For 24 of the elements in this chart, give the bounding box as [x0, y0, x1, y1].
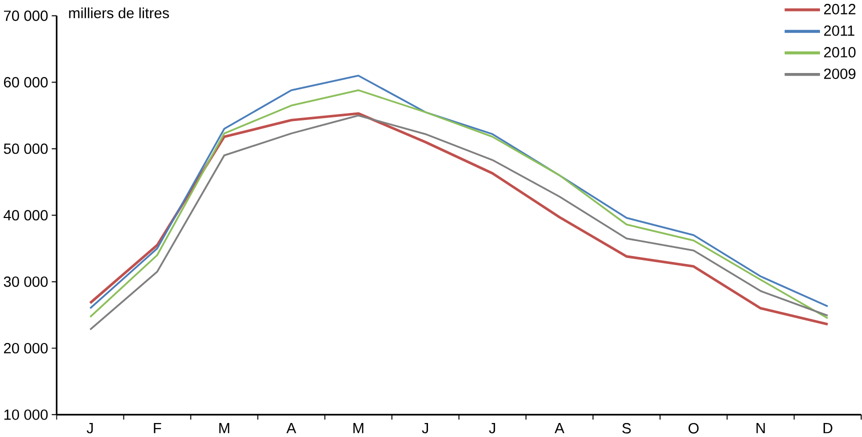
y-axis-title: milliers de litres — [69, 8, 169, 18]
y-tick-label: 10 000 — [4, 410, 48, 420]
legend-label: 2010 — [824, 47, 856, 58]
y-tick-label: 30 000 — [4, 276, 48, 288]
x-tick-label: A — [554, 423, 564, 434]
y-tick-label: 20 000 — [4, 343, 48, 354]
x-tick-label: D — [824, 423, 832, 434]
y-tick-label: 60 000 — [4, 77, 48, 88]
x-tick-label: S — [622, 423, 631, 434]
x-tick-label: A — [286, 423, 296, 434]
x-tick-label: O — [688, 423, 699, 434]
x-tick-label: J — [489, 423, 496, 434]
x-tick-label: F — [154, 423, 162, 434]
y-tick-label: 70 000 — [4, 10, 48, 22]
y-tick-label: 40 000 — [4, 210, 48, 221]
y-tick-label: 50 000 — [4, 144, 48, 154]
x-tick-label: N — [756, 423, 765, 434]
x-tick-label: J — [86, 423, 93, 434]
legend-label: 2011 — [824, 26, 854, 36]
x-tick-label: M — [219, 423, 230, 434]
legend-label: 2012 — [824, 4, 856, 14]
x-tick-label: J — [422, 423, 428, 434]
legend-label: 2009 — [824, 68, 856, 80]
x-tick-label: M — [353, 423, 364, 434]
